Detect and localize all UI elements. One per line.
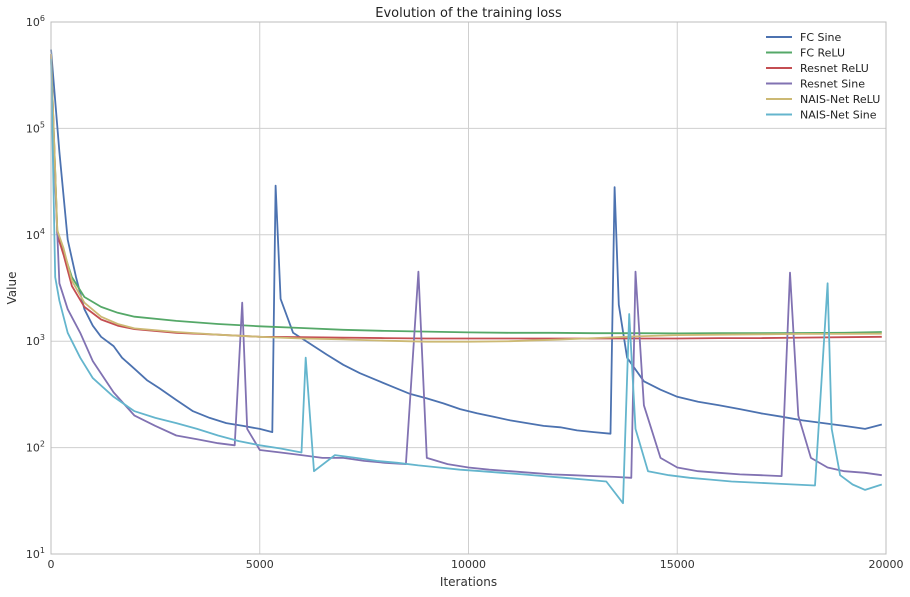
series-line-resnet-sine [50, 53, 882, 479]
legend-label: Resnet Sine [800, 78, 865, 91]
legend-label: NAIS-Net Sine [800, 109, 877, 122]
series-lines [50, 49, 883, 505]
y-tick-label: 106 [26, 14, 45, 29]
x-axis-label: Iterations [440, 575, 497, 589]
y-tick-label: 101 [26, 546, 45, 561]
y-tick-label: 104 [26, 227, 45, 242]
series-line-resnet-relu [50, 53, 882, 340]
series-line-nais-net-relu [50, 53, 882, 343]
y-axis-label: Value [5, 272, 19, 305]
series-line-nais-net-sine [50, 58, 883, 505]
legend: FC Sine FC ReLU Resnet ReLU Resnet Sine NAIS… [766, 31, 880, 122]
chart-title: Evolution of the training loss [375, 6, 562, 21]
plot-frame [50, 21, 887, 555]
x-tick-label: 20000 [869, 558, 904, 571]
x-axis-ticks: 0 5000 10000 15000 20000 [48, 558, 904, 571]
y-tick-label: 102 [26, 440, 45, 455]
y-tick-label: 105 [26, 120, 45, 135]
legend-label: FC ReLU [800, 47, 845, 60]
y-axis-ticks: 101 102 103 104 105 106 [26, 14, 45, 561]
x-tick-label: 5000 [246, 558, 274, 571]
x-tick-label: 10000 [451, 558, 486, 571]
y-tick-label: 103 [26, 333, 45, 348]
series-line-fc-relu [50, 53, 882, 335]
legend-label: NAIS-Net ReLU [800, 93, 880, 106]
legend-label: Resnet ReLU [800, 62, 869, 75]
x-tick-label: 15000 [660, 558, 695, 571]
x-tick-label: 0 [48, 558, 55, 571]
legend-label: FC Sine [800, 31, 842, 44]
